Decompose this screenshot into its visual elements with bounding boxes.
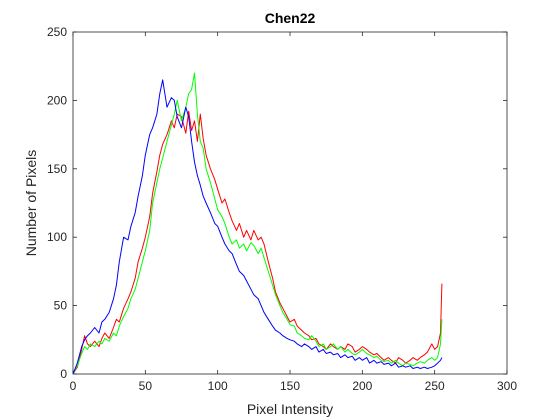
x-tick-label: 200 — [352, 379, 372, 393]
chart-title: Chen22 — [265, 10, 316, 26]
x-tick-label: 100 — [208, 379, 228, 393]
y-tick-label: 0 — [60, 367, 67, 381]
green-series-line — [72, 72, 443, 375]
x-axis-label: Pixel Intensity — [247, 401, 333, 417]
x-tick-label: 0 — [70, 379, 77, 393]
x-axis-ticks: 0 50 100 150 200 250 300 — [70, 32, 517, 393]
y-tick-label: 150 — [47, 162, 67, 176]
red-series-line — [72, 110, 443, 375]
y-axis-ticks: 0 50 100 150 200 250 — [47, 25, 507, 381]
y-tick-label: 100 — [47, 230, 67, 244]
y-tick-label: 250 — [47, 25, 67, 39]
y-tick-label: 200 — [47, 93, 67, 107]
x-tick-label: 50 — [139, 379, 153, 393]
blue-series-line — [72, 79, 443, 375]
series-layer — [72, 72, 443, 375]
x-tick-label: 300 — [497, 379, 517, 393]
x-tick-label: 150 — [280, 379, 300, 393]
y-tick-label: 50 — [54, 299, 68, 313]
plot-area — [72, 31, 508, 375]
y-axis-label: Number of Pixels — [23, 150, 39, 257]
x-tick-label: 250 — [425, 379, 445, 393]
